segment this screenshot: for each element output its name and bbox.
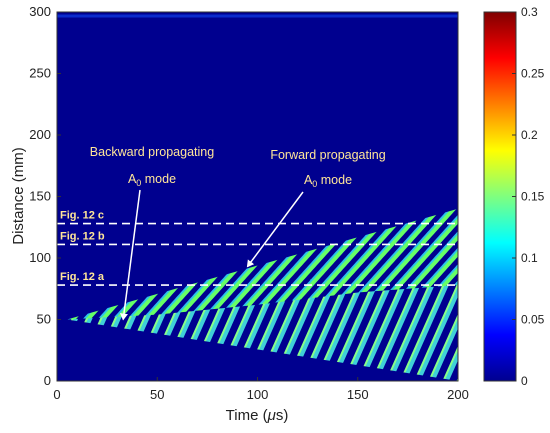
- x-tick-label: 0: [53, 387, 60, 402]
- y-tick-label: 300: [29, 4, 51, 19]
- reference-line-label: Fig. 12 b: [60, 230, 105, 242]
- x-tick-label: 200: [447, 387, 469, 402]
- colorbar-tick-label: 0.25: [521, 67, 545, 81]
- annotation-arrow: [246, 191, 304, 268]
- x-tick-label: 50: [150, 387, 164, 402]
- colorbar-tick-label: 0.15: [521, 190, 545, 204]
- reference-lines: Fig. 12 c Fig. 12 b Fig. 12 a: [57, 210, 458, 286]
- annotation-line1: Backward propagating: [90, 145, 214, 159]
- y-tick-label: 100: [29, 250, 51, 265]
- plot-area: Fig. 12 c Fig. 12 b Fig. 12 a: [56, 11, 459, 382]
- y-tick-label: 200: [29, 127, 51, 142]
- colorbar: 0 0.05 0.1 0.15 0.2 0.25 0.3: [483, 5, 545, 388]
- y-tick-label: 50: [37, 312, 51, 327]
- y-tick-label: 250: [29, 66, 51, 81]
- x-tick-label: 100: [247, 387, 269, 402]
- x-axis-ticks: 0 50 100 150 200: [53, 377, 469, 402]
- x-tick-label: 150: [347, 387, 369, 402]
- annotation-line2: A0 mode: [128, 172, 176, 188]
- colorbar-tick-label: 0.05: [521, 313, 545, 327]
- y-axis-label: Distance (mm): [10, 147, 27, 245]
- colorbar-gradient: [483, 11, 517, 382]
- colorbar-tick-label: 0.1: [521, 251, 538, 265]
- colorbar-ticks: 0 0.05 0.1 0.15 0.2 0.25 0.3: [512, 5, 545, 388]
- x-axis-label: Time (μs): [226, 407, 289, 424]
- annotations: Backward propagating A0 mode Forward propa…: [90, 145, 386, 321]
- colorbar-tick-label: 0.2: [521, 128, 538, 142]
- y-axis-ticks: 0 50 100 150 200 250 300: [29, 4, 61, 388]
- y-tick-label: 0: [44, 373, 51, 388]
- annotation-line2: A0 mode: [304, 173, 352, 189]
- colorbar-tick-label: 0.3: [521, 5, 538, 19]
- y-tick-label: 150: [29, 189, 51, 204]
- reference-line-label: Fig. 12 a: [60, 271, 105, 283]
- reference-line-label: Fig. 12 c: [60, 210, 104, 222]
- colorbar-tick-label: 0: [521, 374, 528, 388]
- annotation-arrow: [119, 189, 141, 321]
- annotation-line1: Forward propagating: [270, 148, 385, 162]
- forward-wave-region: [67, 208, 458, 320]
